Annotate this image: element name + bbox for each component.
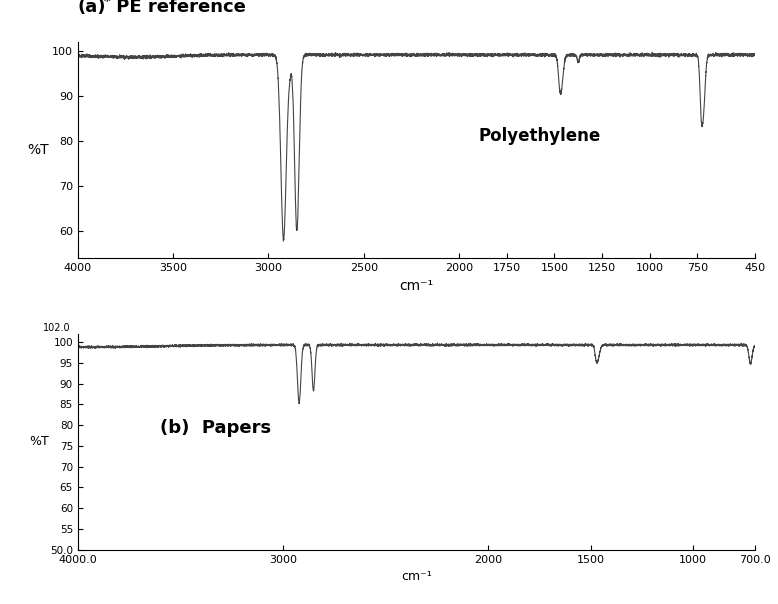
X-axis label: cm⁻¹: cm⁻¹ bbox=[401, 570, 432, 583]
Text: PE reference: PE reference bbox=[110, 0, 246, 16]
Text: *: * bbox=[103, 0, 110, 8]
Text: 102.0: 102.0 bbox=[44, 323, 71, 333]
X-axis label: cm⁻¹: cm⁻¹ bbox=[399, 278, 433, 292]
Text: (a): (a) bbox=[78, 0, 107, 16]
Text: (b)  Papers: (b) Papers bbox=[159, 419, 271, 437]
Y-axis label: %T: %T bbox=[29, 435, 49, 448]
Text: Polyethylene: Polyethylene bbox=[478, 127, 601, 145]
Y-axis label: %T: %T bbox=[27, 143, 49, 157]
